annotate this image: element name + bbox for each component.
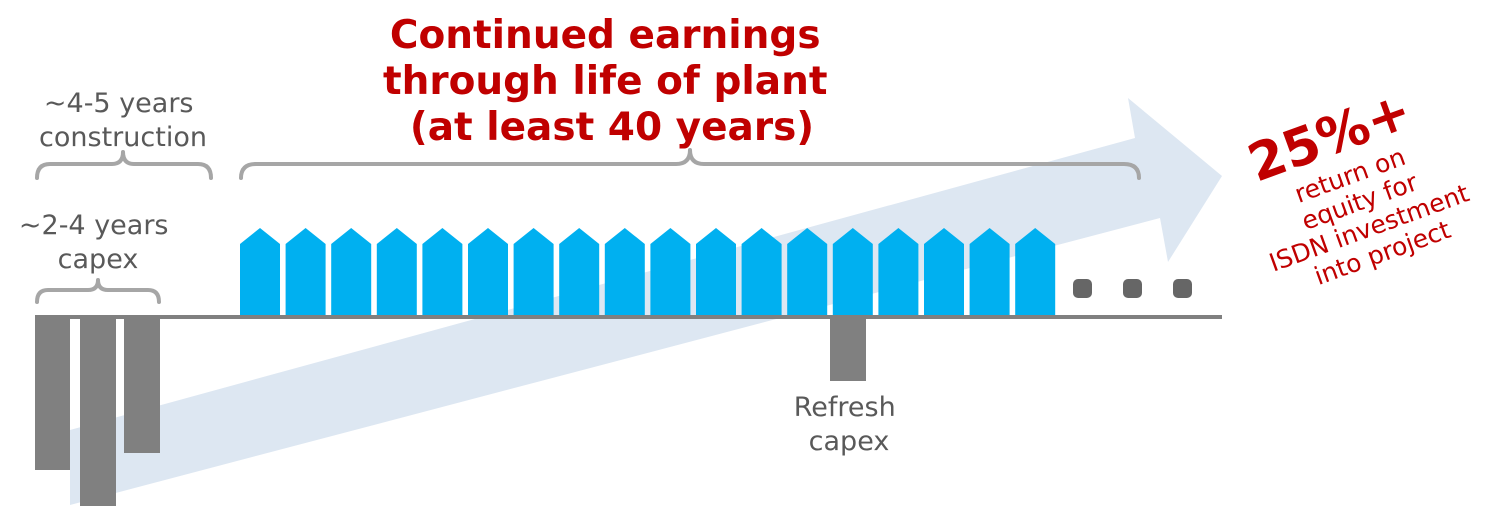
capex-bar [35, 319, 70, 470]
capex-label: ~2-4 years capex [19, 210, 177, 275]
earnings-block [924, 228, 964, 315]
earnings-block [240, 228, 280, 315]
earnings-block [331, 228, 372, 315]
dot [1073, 279, 1092, 298]
earnings-block [741, 228, 782, 315]
construction-label: ~4-5 years construction [39, 88, 207, 153]
earnings-label: Continued earnings through life of plant… [383, 13, 841, 150]
earnings-block [422, 228, 463, 315]
earnings-block [468, 228, 508, 315]
refresh-label: Refresh capex [794, 392, 905, 457]
ellipsis [1073, 279, 1192, 298]
earnings-block [604, 228, 645, 315]
earnings-block [559, 228, 600, 315]
earnings-blocks [240, 228, 1056, 315]
refresh-bar [830, 319, 866, 381]
construction-brace [35, 150, 213, 180]
capex-bar [124, 319, 160, 453]
earnings-block [285, 228, 326, 315]
capex-bars [35, 319, 866, 506]
growth-arrow [70, 98, 1222, 505]
earnings-block [1015, 228, 1056, 315]
dot [1123, 279, 1142, 298]
capex-brace [35, 278, 161, 304]
return-callout: 25%+ return on equity for ISDN investmen… [1241, 81, 1474, 291]
earnings-block [878, 228, 919, 315]
earnings-block [513, 228, 554, 315]
earnings-brace [239, 148, 1141, 180]
earnings-block [376, 228, 417, 315]
earnings-block [650, 228, 691, 315]
earnings-block [832, 228, 873, 315]
earnings-block [696, 228, 736, 315]
capex-bar [80, 319, 116, 506]
dot [1173, 279, 1192, 298]
earnings-block [787, 228, 828, 315]
earnings-block [969, 228, 1010, 315]
